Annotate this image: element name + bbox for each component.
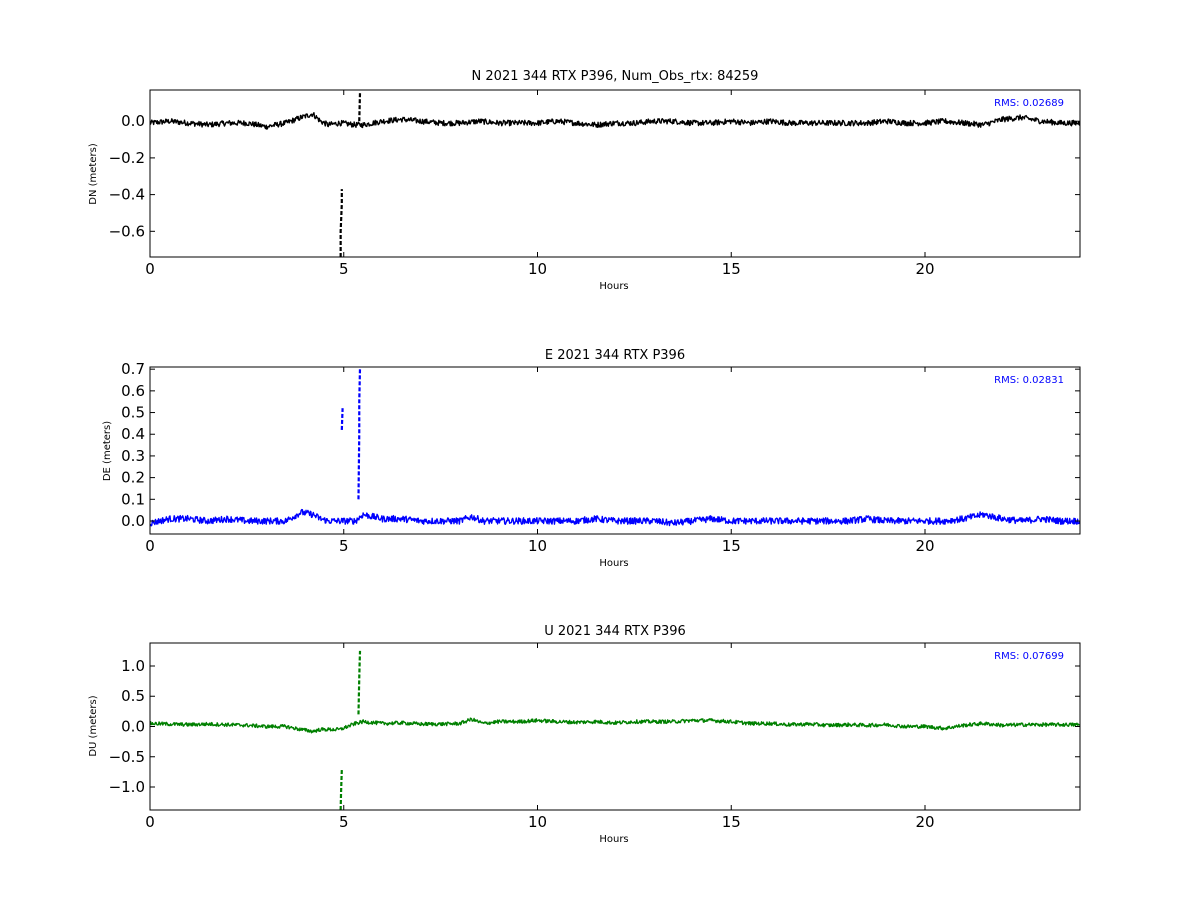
data-series-spike [358,91,362,122]
panel-east: E 2021 344 RTX P396 0 5 10 15 20 0.0 0.1 0.2 0.3… [102,348,1081,569]
x-tick-label: 0 [145,260,155,278]
data-series-spike [357,367,362,500]
x-tick-label: 0 [145,813,155,831]
series-group [150,91,1080,257]
data-series-line [150,508,1080,527]
series-group [150,367,1080,527]
x-tick-label: 10 [528,813,547,831]
series-group [150,650,1080,810]
y-tick-label: 1.0 [121,657,145,675]
y-tick-label: −0.4 [109,186,145,204]
y-tick-label: 0.5 [121,404,145,422]
panel-north: N 2021 344 RTX P396, Num_Obs_rtx: 84259 … [88,69,1081,292]
y-tick-label: 0.0 [121,112,145,130]
y-tick-label: 0.6 [121,382,145,400]
plot-area-east: 0 5 10 15 20 0.0 0.1 0.2 0.3 0.4 0.5 0.6 0.7 [121,360,1081,555]
y-tick-label: 0.2 [121,469,145,487]
y-axis-label: DU (meters) [88,695,99,756]
data-series-spike [339,770,343,810]
y-tick-label: 0.0 [121,512,145,530]
x-tick-label: 15 [722,260,741,278]
x-tick-label: 20 [915,537,934,555]
x-tick-label: 10 [528,260,547,278]
panel-title: N 2021 344 RTX P396, Num_Obs_rtx: 84259 [472,69,759,84]
y-tick-label: −1.0 [109,778,145,796]
panel-up: U 2021 344 RTX P396 0 5 10 15 20 1.0 0.5 0.0 −0.… [88,624,1081,845]
rms-annotation: RMS: 0.02689 [994,98,1064,109]
x-tick-label: 20 [915,813,934,831]
y-tick-label: 0.7 [121,360,145,378]
x-tick-label: 5 [339,260,349,278]
x-axis-label: Hours [599,834,628,845]
x-axis-label: Hours [599,281,628,292]
x-tick-label: 5 [339,813,349,831]
plot-area-up: 0 5 10 15 20 1.0 0.5 0.0 −0.5 −1.0 [109,642,1081,831]
y-tick-label: −0.5 [109,748,145,766]
rms-annotation: RMS: 0.07699 [994,651,1064,662]
y-axis-label: DN (meters) [88,143,99,205]
x-tick-label: 15 [722,537,741,555]
data-series-spike [357,650,362,715]
x-axis-label: Hours [599,558,628,569]
plot-frame [149,89,1081,258]
data-series-spike [339,189,343,257]
y-tick-label: −0.2 [109,149,145,167]
panel-title: U 2021 344 RTX P396 [544,624,686,639]
x-tick-label: 5 [339,537,349,555]
x-tick-label: 20 [915,260,934,278]
plot-area-north: 0 5 10 15 20 0.0 −0.2 −0.4 −0.6 [109,89,1081,278]
data-series-line [150,112,1080,130]
y-tick-label: 0.0 [121,718,145,736]
y-tick-label: −0.6 [109,222,145,240]
y-tick-label: 0.4 [121,425,145,443]
y-tick-label: 0.5 [121,687,145,705]
data-series-spike [340,408,344,430]
data-series-line [150,717,1080,734]
x-tick-label: 0 [145,537,155,555]
x-tick-label: 10 [528,537,547,555]
x-tick-label: 15 [722,813,741,831]
plot-frame [149,366,1081,535]
y-tick-label: 0.3 [121,447,145,465]
y-tick-label: 0.1 [121,490,145,508]
rms-annotation: RMS: 0.02831 [994,375,1064,386]
panel-title: E 2021 344 RTX P396 [545,348,685,363]
y-axis-label: DE (meters) [102,421,113,481]
